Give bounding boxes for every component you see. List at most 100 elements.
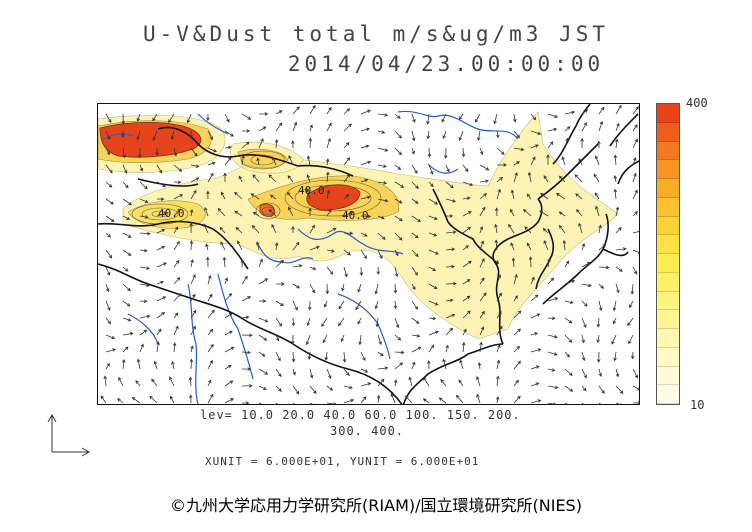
wind-arrow xyxy=(305,334,311,346)
wind-arrow xyxy=(156,164,163,174)
wind-arrow xyxy=(358,334,362,346)
wind-arrow xyxy=(581,122,587,132)
wind-arrow xyxy=(479,258,485,268)
wind-arrow xyxy=(615,206,620,217)
wind-arrow xyxy=(598,385,605,394)
wind-arrow xyxy=(139,164,144,172)
wind-arrow xyxy=(206,113,210,122)
wind-arrow xyxy=(275,300,284,307)
wind-arrow xyxy=(105,334,116,340)
wind-arrow xyxy=(513,172,518,183)
wind-arrow xyxy=(426,130,431,140)
wind-arrow xyxy=(309,124,313,132)
wind-arrow xyxy=(428,181,434,188)
wind-arrow xyxy=(136,130,141,141)
wind-arrow xyxy=(445,327,454,336)
wind-arrow xyxy=(632,189,638,200)
wind-arrow xyxy=(105,300,111,312)
wind-arrow xyxy=(292,283,301,289)
wind-arrow xyxy=(224,380,234,387)
wind-arrow xyxy=(309,368,314,379)
wind-arrow xyxy=(207,293,213,302)
wind-arrow xyxy=(156,341,160,353)
wind-arrow xyxy=(324,351,329,361)
wind-arrow xyxy=(326,208,332,217)
wind-arrow xyxy=(309,402,315,404)
color-scale-step xyxy=(657,310,679,329)
wind-arrow xyxy=(343,368,350,376)
wind-arrow xyxy=(511,257,516,268)
wind-arrow xyxy=(377,378,385,387)
wind-arrow xyxy=(377,198,389,203)
wind-arrow xyxy=(377,181,388,185)
wind-arrow xyxy=(139,329,148,336)
wind-arrow xyxy=(496,292,502,302)
wind-arrow xyxy=(615,368,620,378)
wind-arrow xyxy=(394,350,405,355)
wind-arrow xyxy=(275,122,283,132)
wind-arrow xyxy=(122,164,128,174)
contour-label-east: 40.0 xyxy=(342,209,369,222)
wind-arrow xyxy=(513,310,522,319)
wind-arrow xyxy=(496,311,502,319)
wind-arrow xyxy=(326,137,331,149)
wind-arrow xyxy=(445,164,450,173)
wind-arrow xyxy=(462,196,471,201)
wind-arrow xyxy=(269,194,277,200)
wind-arrow xyxy=(241,315,250,320)
wind-arrow xyxy=(272,156,277,166)
wind-arrow xyxy=(513,295,518,302)
wind-arrow xyxy=(513,161,520,166)
wind-arrow xyxy=(122,332,134,336)
wind-arrow xyxy=(581,243,586,251)
wind-arrow xyxy=(411,147,415,155)
contour-lines xyxy=(131,150,382,225)
wind-arrow xyxy=(274,242,279,251)
wind-arrow xyxy=(377,351,384,357)
wind-arrow xyxy=(241,154,245,166)
wind-arrow xyxy=(411,300,418,310)
wind-arrow xyxy=(309,104,316,115)
wind-arrow xyxy=(190,259,194,268)
wind-arrow xyxy=(411,164,418,174)
wind-arrow xyxy=(564,110,576,115)
dust-map: 40.0 40.0 40.0 xyxy=(97,103,640,405)
wind-arrow xyxy=(613,175,618,183)
wind-arrow xyxy=(343,173,351,183)
wind-arrow xyxy=(393,283,398,294)
wind-arrow xyxy=(122,181,129,189)
wind-arrow xyxy=(458,379,464,387)
wind-arrow xyxy=(117,398,124,404)
wind-arrow xyxy=(427,360,431,370)
wind-arrow xyxy=(360,382,372,387)
wind-arrow xyxy=(581,283,592,288)
wind-arrow xyxy=(309,224,315,234)
wind-arrow xyxy=(479,310,485,319)
wind-arrow xyxy=(173,226,179,234)
wind-arrow xyxy=(530,313,541,319)
wind-arrow xyxy=(598,402,602,404)
wind-arrow xyxy=(615,122,620,132)
wind-arrow xyxy=(105,164,113,174)
wind-arrow xyxy=(224,364,232,370)
wind-arrow xyxy=(494,239,499,251)
wind-arrow xyxy=(564,402,571,404)
wind-arrow xyxy=(207,172,214,183)
wind-arrow xyxy=(459,359,464,370)
wind-arrow xyxy=(268,174,277,183)
wind-arrow xyxy=(189,130,193,139)
wind-arrow xyxy=(360,214,372,219)
wind-arrow xyxy=(291,225,295,234)
wind-arrow xyxy=(258,112,269,116)
wind-arrow xyxy=(479,206,486,217)
color-scale-step xyxy=(657,385,679,404)
contour-levels-line1: lev= 10.0 20.0 40.0 60.0 100. 150. 200. xyxy=(200,408,521,422)
wind-arrow xyxy=(152,113,158,122)
wind-arrow xyxy=(173,164,183,172)
wind-arrow xyxy=(156,181,167,187)
color-scale-step xyxy=(657,104,679,123)
wind-arrow xyxy=(513,130,520,139)
wind-arrow xyxy=(309,266,317,271)
wind-arrow xyxy=(375,317,379,328)
wind-arrow xyxy=(496,176,504,183)
